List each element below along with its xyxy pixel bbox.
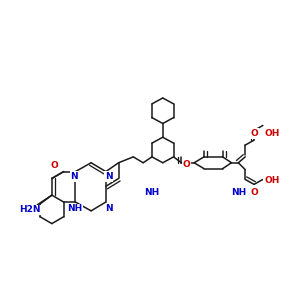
Text: H2N: H2N	[20, 206, 41, 214]
Text: NH: NH	[144, 188, 160, 197]
Text: O: O	[182, 160, 190, 169]
Text: N: N	[105, 172, 112, 181]
Text: O: O	[51, 161, 59, 170]
Text: OH: OH	[264, 176, 279, 185]
Text: NH: NH	[231, 188, 246, 197]
Text: O: O	[250, 188, 258, 197]
Text: OH: OH	[264, 129, 279, 138]
Text: N: N	[105, 204, 112, 213]
Text: O: O	[250, 129, 258, 138]
Text: N: N	[70, 172, 78, 181]
Text: NH: NH	[67, 204, 82, 213]
